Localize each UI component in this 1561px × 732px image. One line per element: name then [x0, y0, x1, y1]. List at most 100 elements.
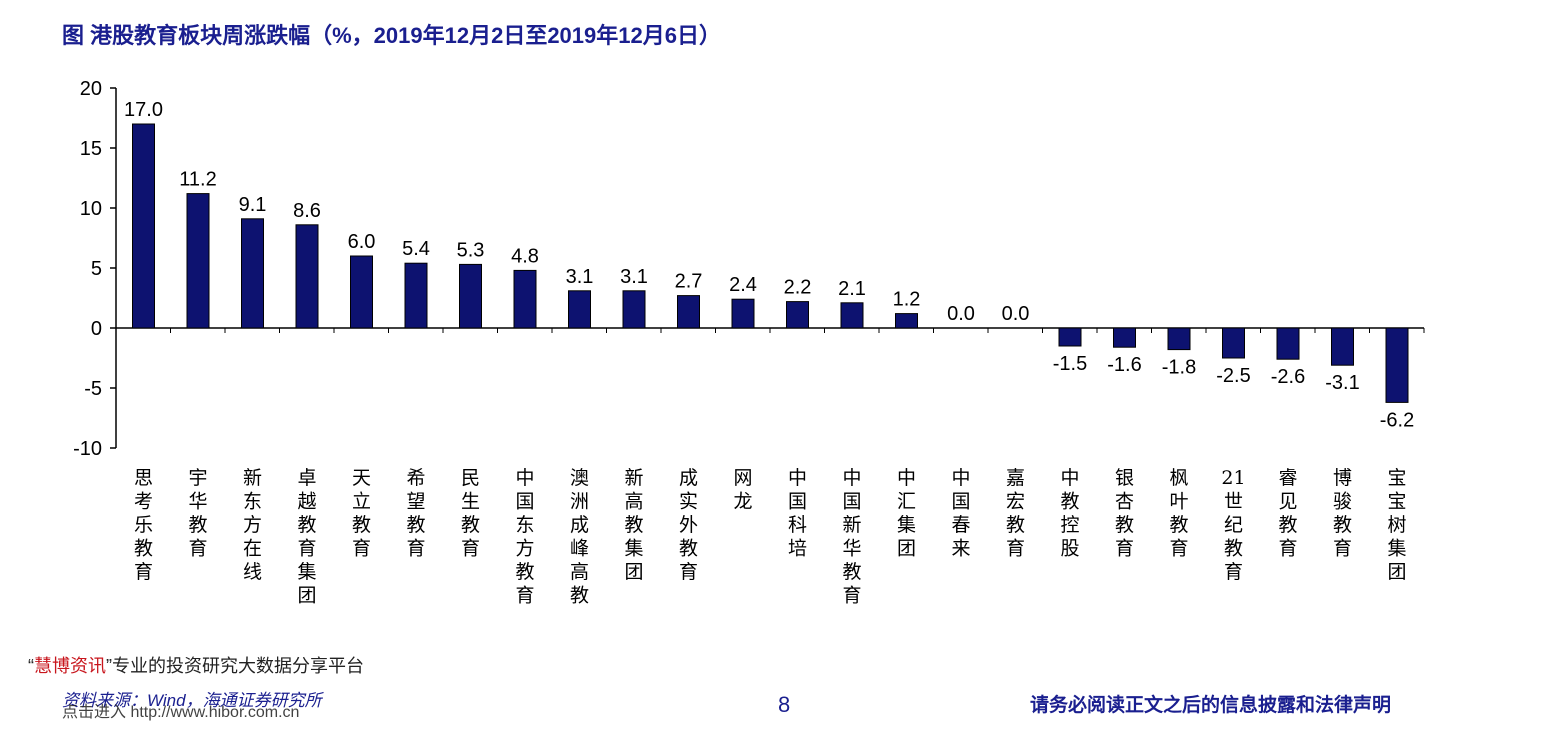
category-char: 教: [134, 538, 153, 560]
category-char: 教: [297, 514, 316, 536]
bar: [1113, 327, 1136, 348]
category-char: 教: [1060, 491, 1079, 513]
category-char: 科: [788, 514, 807, 536]
category-char: 教: [515, 561, 534, 583]
category-char: 线: [243, 561, 262, 583]
bar: [513, 269, 537, 329]
category-char: 国: [951, 491, 970, 513]
disclaimer: 请务必阅读正文之后的信息披露和法律声明: [1030, 694, 1392, 716]
category-char: 嘉: [1006, 467, 1025, 489]
watermark-line: “慧博资讯”专业的投资研究大数据分享平台: [28, 652, 364, 678]
bar: [568, 290, 591, 329]
category-char: 团: [897, 538, 916, 560]
value-label: 4.8: [511, 245, 539, 267]
bar: [1276, 327, 1300, 360]
bar: [404, 262, 428, 329]
category-char: 考: [134, 491, 153, 513]
bar: [186, 193, 210, 329]
category-char: 控: [1060, 514, 1079, 536]
value-label: 3.1: [620, 266, 648, 288]
category-char: 育: [1224, 561, 1243, 583]
value-label: 0.0: [1002, 303, 1030, 325]
category-char: 东: [515, 514, 534, 536]
tagline: 专业的投资研究大数据分享平台: [112, 656, 364, 676]
category-char: 新: [243, 467, 262, 489]
bar: [731, 298, 755, 329]
category-char: 中: [897, 467, 916, 489]
category-char: 教: [461, 514, 480, 536]
category-char: 叶: [1169, 491, 1188, 513]
category-char: 教: [188, 514, 207, 536]
category-char: 21: [1221, 467, 1245, 489]
y-tick-label: -10: [73, 438, 102, 460]
category-char: 育: [1169, 538, 1188, 560]
category-char: 希: [406, 467, 425, 489]
bar: [241, 218, 264, 329]
y-tick-label: 5: [91, 258, 102, 280]
category-char: 成: [570, 514, 589, 536]
y-tick-label: 15: [80, 138, 102, 160]
category-char: 育: [461, 538, 480, 560]
value-label: 2.2: [784, 277, 812, 299]
bars: [132, 123, 1409, 403]
hibor-link[interactable]: 点击进入 http://www.hibor.com.cn: [62, 704, 300, 721]
category-char: 骏: [1333, 491, 1352, 513]
category-char: 集: [897, 514, 916, 536]
value-label: 11.2: [179, 169, 216, 191]
category-char: 民: [461, 467, 480, 489]
value-labels: 17.0 11.2 9.1 8.6 6.0 5.4 5.3 4.8 3.1 3.1 2.7 2.4 2.…: [124, 99, 1414, 431]
category-char: 育: [515, 585, 534, 607]
category-char: 育: [679, 561, 698, 583]
category-char: 集: [297, 561, 316, 583]
category-char: 育: [297, 538, 316, 560]
category-char: 宝: [1387, 491, 1406, 513]
bar: [295, 224, 319, 329]
category-char: 股: [1060, 538, 1079, 560]
category-char: 方: [243, 514, 262, 536]
category-char: 育: [1006, 538, 1025, 560]
category-char: 天: [352, 467, 371, 489]
value-label: 17.0: [124, 99, 163, 121]
category-char: 育: [406, 538, 425, 560]
brand-name[interactable]: 慧博资讯: [34, 656, 106, 676]
category-char: 实: [679, 491, 698, 513]
value-label: -6.2: [1380, 409, 1414, 431]
bar: [677, 295, 700, 329]
bar: [1167, 327, 1191, 351]
category-char: 国: [842, 491, 861, 513]
category-char: 银: [1115, 467, 1134, 489]
value-label: -2.6: [1271, 366, 1305, 388]
category-char: 教: [1006, 514, 1025, 536]
category-char: 育: [188, 538, 207, 560]
category-char: 教: [1224, 538, 1243, 560]
category-char: 国: [788, 491, 807, 513]
bar: [1058, 327, 1082, 347]
category-char: 教: [624, 514, 643, 536]
category-char: 新: [624, 467, 643, 489]
bar-chart: 20 15 10 5 0 -5 -10 17.0 11.2 9.1 8.6 6.0 5.4 5.3 4.8…: [73, 78, 1425, 607]
category-char: 育: [134, 561, 153, 583]
category-char: 育: [1278, 538, 1297, 560]
source-note: 资料来源：Wind，海通证券研究所: [62, 691, 322, 710]
category-char: 高: [570, 561, 589, 583]
chart-title: 图 港股教育板块周涨跌幅（%，2019年12月2日至2019年12月6日）: [62, 23, 721, 48]
category-char: 网: [733, 467, 752, 489]
category-char: 集: [624, 538, 643, 560]
bar: [1331, 327, 1354, 366]
category-char: 澳: [570, 467, 589, 489]
category-char: 培: [788, 538, 807, 560]
category-char: 教: [679, 538, 698, 560]
